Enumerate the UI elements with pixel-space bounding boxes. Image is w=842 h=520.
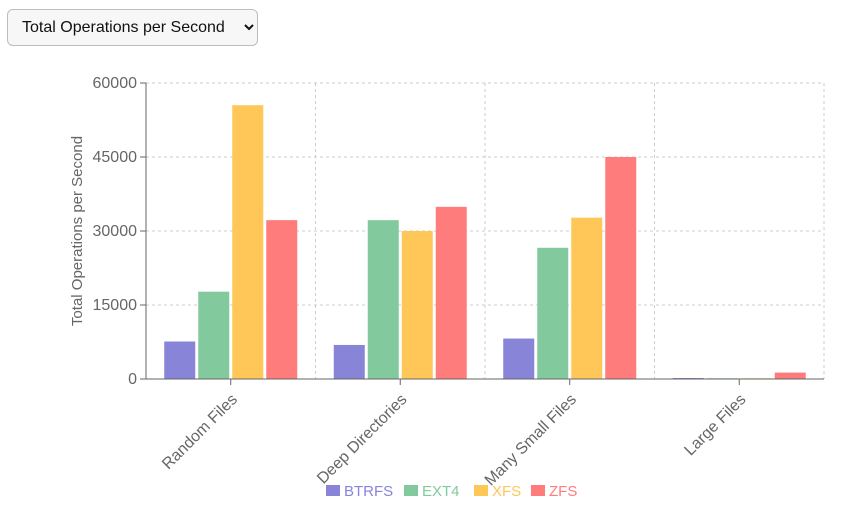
bar-zfs-deep-directories[interactable] xyxy=(435,206,467,379)
bar-zfs-many-small-files[interactable] xyxy=(605,157,637,379)
x-tick-label: Many Small Files xyxy=(482,391,580,489)
y-tick-label: 60000 xyxy=(93,75,138,92)
legend-label-zfs[interactable]: ZFS xyxy=(549,483,577,500)
bar-btrfs-deep-directories[interactable] xyxy=(333,344,365,379)
y-axis-ticks: 0 15000 30000 45000 60000 xyxy=(93,75,146,388)
legend-label-xfs[interactable]: XFS xyxy=(492,483,521,500)
bar-xfs-deep-directories[interactable] xyxy=(401,231,433,379)
x-tick-label: Large Files xyxy=(681,391,749,459)
legend-swatch-xfs xyxy=(474,485,488,496)
legend-swatch-zfs xyxy=(531,485,545,496)
y-tick-label: 30000 xyxy=(93,223,138,240)
bar-xfs-random-files[interactable] xyxy=(232,105,264,379)
bar-ext4-deep-directories[interactable] xyxy=(367,220,399,379)
bar-ext4-many-small-files[interactable] xyxy=(537,247,569,379)
legend-label-ext4[interactable]: EXT4 xyxy=(422,483,460,500)
bar-zfs-large-files[interactable] xyxy=(774,372,806,379)
bar-ext4-random-files[interactable] xyxy=(198,291,230,379)
bar-btrfs-random-files[interactable] xyxy=(164,341,196,379)
x-tick-label: Deep Directories xyxy=(314,391,410,487)
y-tick-label: 45000 xyxy=(93,149,138,166)
metric-select[interactable]: Total Operations per Second xyxy=(7,9,258,46)
y-axis-title: Total Operations per Second xyxy=(69,136,86,326)
y-tick-label: 0 xyxy=(128,371,137,388)
y-tick-label: 15000 xyxy=(93,297,138,314)
chart-legend: BTRFS EXT4 XFS ZFS xyxy=(326,483,577,500)
legend-label-btrfs[interactable]: BTRFS xyxy=(344,483,393,500)
bar-btrfs-many-small-files[interactable] xyxy=(503,338,535,379)
chart-bars xyxy=(164,105,806,379)
legend-swatch-ext4 xyxy=(404,485,418,496)
x-tick-label: Random Files xyxy=(159,391,241,473)
bar-xfs-many-small-files[interactable] xyxy=(571,217,603,379)
legend-swatch-btrfs xyxy=(326,485,340,496)
x-axis-ticks: Random Files Deep Directories Many Small F… xyxy=(159,379,749,489)
bar-zfs-random-files[interactable] xyxy=(266,220,298,379)
